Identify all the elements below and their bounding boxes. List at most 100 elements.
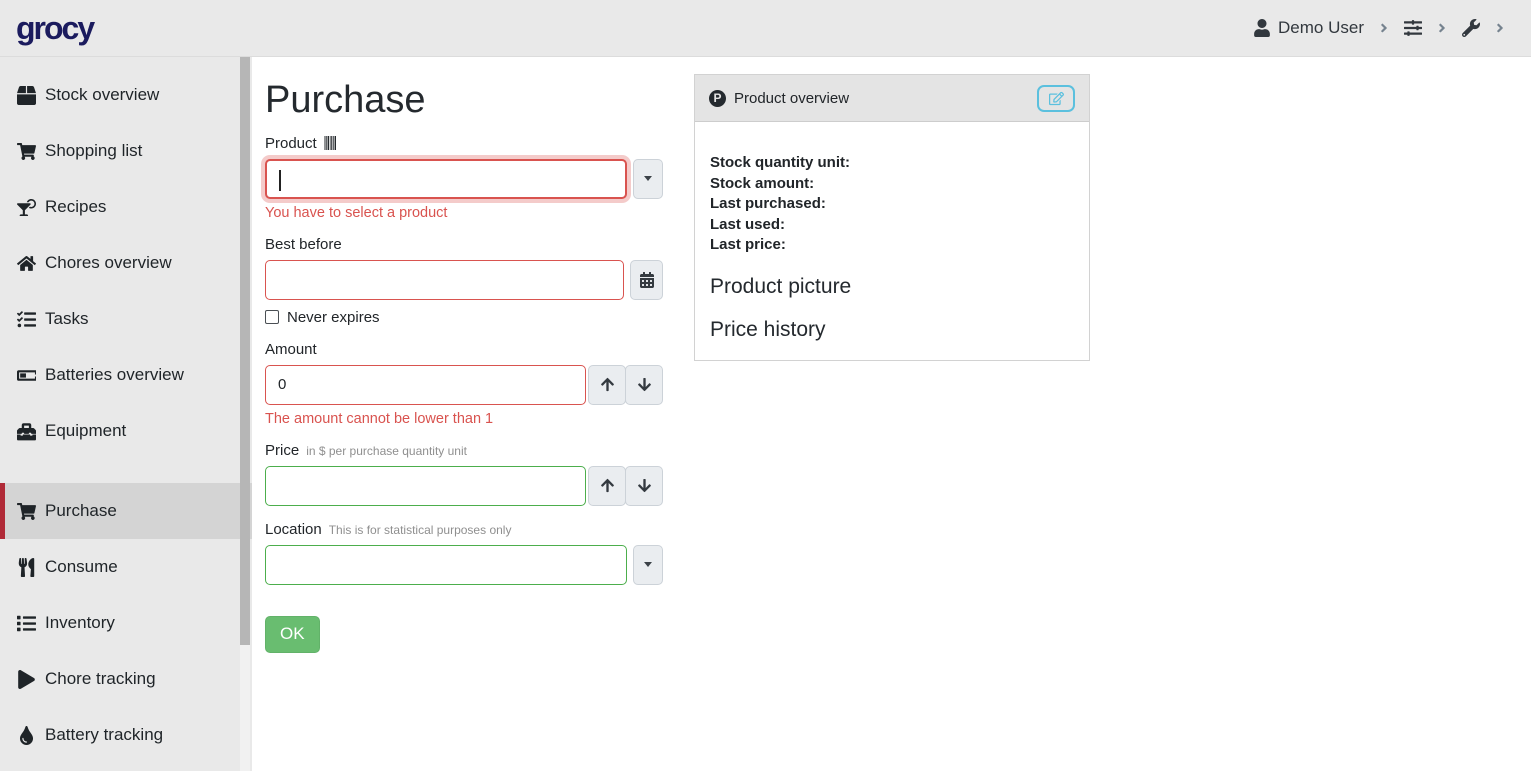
caret-down-icon (644, 176, 652, 182)
price-label: Price (265, 441, 300, 459)
utensils-icon (18, 557, 35, 577)
calendar-icon (639, 271, 654, 288)
sidebar-item-inventory[interactable]: Inventory (0, 595, 252, 651)
arrow-up-icon (600, 378, 614, 392)
price-group: Price in $ per purchase quantity unit (265, 442, 663, 506)
stock-amount-field: Stock amount: (710, 174, 815, 192)
last-used-field: Last used: (710, 215, 786, 233)
price-input[interactable] (265, 465, 586, 506)
caret-down-icon (644, 562, 652, 568)
droplet-icon (19, 725, 34, 745)
arrow-down-icon (637, 479, 651, 493)
sidebar-item-batteries-overview[interactable]: Batteries overview (0, 347, 252, 403)
sidebar-item-tasks[interactable]: Tasks (0, 291, 252, 347)
sidebar-item-chores-overview[interactable]: Chores overview (0, 235, 252, 291)
amount-label: Amount (265, 340, 317, 358)
sidebar-item-label: Chores overview (45, 253, 172, 272)
arrow-up-icon (600, 479, 614, 493)
barcode-icon (324, 136, 336, 151)
sidebar-item-shopping-list[interactable]: Shopping list (0, 123, 252, 179)
home-icon (17, 255, 36, 271)
navbar-right: Demo User (1253, 18, 1507, 38)
text-cursor (279, 169, 281, 191)
product-overview-card: P Product overview Stock quantity unit: … (694, 74, 1090, 361)
user-icon (1254, 19, 1270, 37)
best-before-input[interactable] (265, 259, 624, 300)
price-hint: in $ per purchase quantity unit (306, 443, 467, 458)
amount-input[interactable] (265, 364, 586, 405)
product-input[interactable] (265, 158, 627, 199)
sidebar-item-battery-tracking[interactable]: Battery tracking (0, 707, 252, 763)
location-group: Location This is for statistical purpose… (265, 521, 663, 585)
sidebar-item-label: Battery tracking (45, 725, 164, 744)
product-group: Product You have to select a product (265, 135, 663, 221)
sidebar-item-stock-overview[interactable]: Stock overview (0, 67, 252, 123)
product-error: You have to select a product (265, 204, 448, 221)
last-price-field: Last price: (710, 236, 786, 253)
user-name: Demo User (1278, 18, 1364, 37)
calendar-button[interactable] (630, 259, 663, 300)
location-label: Location (265, 520, 322, 538)
sidebar-item-label: Chore tracking (45, 669, 156, 688)
location-dropdown-button[interactable] (633, 544, 663, 585)
chevron-right-icon[interactable] (1379, 21, 1389, 35)
last-purchased-field: Last purchased: (710, 195, 826, 212)
edit-icon (1048, 91, 1064, 105)
product-picture-heading: Product picture (710, 274, 852, 298)
amount-increment-button[interactable] (588, 364, 626, 405)
price-increment-button[interactable] (588, 465, 626, 506)
sidebar-item-equipment[interactable]: Equipment (0, 403, 252, 459)
tasks-icon (17, 310, 36, 327)
sidebar-item-label: Inventory (45, 613, 115, 632)
price-decrement-button[interactable] (625, 465, 663, 506)
sidebar-item-label: Consume (45, 557, 118, 576)
product-label: Product (265, 134, 317, 152)
never-expires-label: Never expires (287, 308, 380, 326)
shopping-cart-icon (17, 502, 36, 520)
sidebar-item-label: Tasks (45, 309, 89, 328)
page-title: Purchase (265, 79, 426, 121)
sliders-icon[interactable] (1404, 19, 1422, 37)
sidebar-scrollbar-thumb[interactable] (240, 57, 250, 645)
edit-product-button[interactable] (1037, 84, 1075, 112)
best-before-group: Best before Never expires (265, 236, 663, 326)
amount-group: Amount The amount cannot be lower than 1 (265, 341, 663, 427)
location-input[interactable] (265, 544, 627, 585)
best-before-label: Best before (265, 235, 342, 253)
top-navbar: grocy Demo User (0, 0, 1531, 57)
amount-decrement-button[interactable] (625, 364, 663, 405)
sidebar-item-label: Stock overview (45, 85, 160, 104)
never-expires-checkbox[interactable] (265, 310, 279, 325)
sidebar: Stock overview Shopping list Recipes Cho… (0, 57, 252, 771)
sidebar-item-purchase[interactable]: Purchase (0, 483, 252, 539)
sidebar-item-label: Shopping list (45, 141, 143, 160)
grocy-logo[interactable]: grocy (16, 10, 95, 46)
amount-error: The amount cannot be lower than 1 (265, 410, 494, 427)
cocktail-icon (17, 198, 36, 216)
sidebar-item-consume[interactable]: Consume (0, 539, 252, 595)
wrench-icon[interactable] (1462, 19, 1480, 37)
battery-icon (17, 369, 36, 381)
sidebar-item-label: Equipment (45, 421, 127, 440)
purchase-form: Product You have to select a product (265, 135, 663, 653)
sidebar-scrollbar[interactable] (240, 57, 250, 771)
ok-button[interactable]: OK (265, 615, 320, 653)
main-content: Purchase Product You have to sele (252, 57, 1531, 771)
stock-quantity-unit-field: Stock quantity unit: (710, 154, 850, 171)
sidebar-item-label: Recipes (45, 197, 107, 216)
product-overview-header: P Product overview (695, 75, 1089, 122)
list-icon (17, 615, 36, 631)
sidebar-item-chore-tracking[interactable]: Chore tracking (0, 651, 252, 707)
toolbox-icon (17, 422, 36, 440)
sidebar-item-recipes[interactable]: Recipes (0, 179, 252, 235)
product-overview-body: Stock quantity unit: Stock amount: Last … (695, 122, 1089, 357)
shopping-cart-icon (17, 142, 36, 160)
box-icon (17, 85, 36, 105)
chevron-right-icon[interactable] (1495, 21, 1505, 35)
user-menu[interactable]: Demo User (1253, 18, 1364, 38)
play-icon (18, 669, 35, 689)
chevron-right-icon[interactable] (1437, 21, 1447, 35)
product-dropdown-button[interactable] (633, 158, 663, 199)
product-overview-title: Product overview (734, 89, 850, 107)
product-circle-icon: P (709, 89, 726, 107)
